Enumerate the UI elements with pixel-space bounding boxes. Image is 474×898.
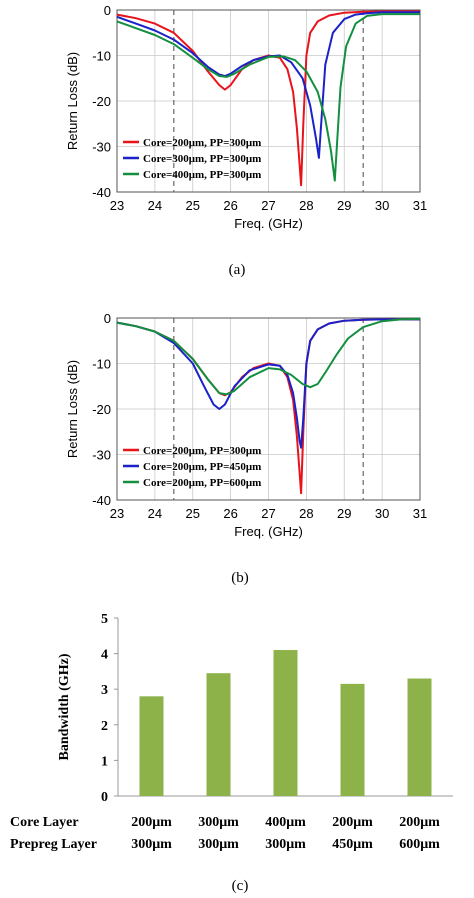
x-tick-label: 23	[110, 198, 124, 213]
legend-label-2: Core=300μm, PP=300μm	[143, 153, 261, 165]
y-tick-label: -10	[92, 49, 111, 64]
x-axis-title: Freq. (GHz)	[234, 216, 303, 231]
series-line-3	[116, 13, 420, 182]
return-loss-chart-a: 23 24 25 26 27 28 29 30 31 0 -10 -20 -30 -40 Freq. (GH…	[65, 3, 427, 278]
y-axis-title: Bandwidth (GHz)	[57, 653, 72, 760]
category-prepreg-label: 300μm	[131, 837, 172, 852]
y-tick-label: -10	[92, 357, 111, 372]
y-tick-label: 4	[101, 648, 108, 663]
caption-a: (a)	[229, 262, 246, 278]
y-tick-label: -20	[92, 94, 111, 109]
series-line-3	[116, 317, 421, 396]
x-tick-label: 27	[261, 506, 275, 521]
caption-c: (c)	[232, 878, 249, 894]
y-tick-label: -40	[92, 185, 111, 200]
x-tick-label: 26	[223, 506, 237, 521]
return-loss-chart-b: 23 24 25 26 27 28 29 30 31 0 -10 -20 -30 -40 Freq. (GH…	[65, 311, 427, 586]
caption-b: (b)	[231, 570, 249, 586]
chart-a-layer: 23 24 25 26 27 28 29 30 31 0 -10 -20 -30 -40 Freq. (GH…	[65, 3, 427, 231]
category-prepreg-label: 300μm	[198, 837, 239, 852]
category-prepreg-label: 450μm	[332, 837, 373, 852]
y-tick-label: 5	[101, 612, 108, 627]
row-label-core: Core Layer	[10, 815, 79, 830]
bar-2	[206, 673, 231, 796]
y-tick-label: 1	[101, 754, 108, 769]
category-core-label: 400μm	[265, 815, 306, 830]
x-tick-label: 24	[148, 198, 162, 213]
category-core-label: 200μm	[131, 815, 172, 830]
y-axis-title: Return Loss (dB)	[65, 52, 80, 150]
y-tick-label: 0	[104, 311, 111, 326]
x-tick-label: 24	[148, 506, 162, 521]
y-tick-label: -20	[92, 402, 111, 417]
x-tick-label: 25	[186, 506, 200, 521]
y-tick-label: 2	[101, 719, 108, 734]
legend-label-1: Core=200μm, PP=300μm	[143, 137, 261, 149]
y-axis-title: Return Loss (dB)	[65, 360, 80, 458]
x-tick-label: 31	[413, 506, 427, 521]
bar-3	[273, 650, 298, 796]
category-prepreg-label: 300μm	[265, 837, 306, 852]
x-tick-label: 28	[299, 506, 313, 521]
series-line-2	[116, 318, 420, 449]
chart-b-layer: 23 24 25 26 27 28 29 30 31 0 -10 -20 -30 -40 Freq. (GH…	[65, 311, 427, 539]
bar-4	[340, 683, 365, 796]
x-tick-label: 25	[186, 198, 200, 213]
x-tick-label: 29	[337, 198, 351, 213]
x-tick-label: 30	[375, 506, 389, 521]
bandwidth-bar-chart: 0 1 2 3 4 5 Bandwidth (GHz) 200μm 300μm 300μm 300μ…	[10, 612, 453, 894]
y-tick-label: -30	[92, 448, 111, 463]
y-tick-label: 0	[104, 3, 111, 18]
x-tick-label: 23	[110, 506, 124, 521]
category-core-label: 200μm	[399, 815, 440, 830]
x-tick-label: 26	[223, 198, 237, 213]
x-tick-label: 27	[261, 198, 275, 213]
x-tick-label: 30	[375, 198, 389, 213]
series-line-2	[116, 11, 420, 159]
category-core-label: 200μm	[332, 815, 373, 830]
x-tick-label: 29	[337, 506, 351, 521]
category-prepreg-label: 600μm	[399, 837, 440, 852]
row-label-prepreg: Prepreg Layer	[10, 837, 97, 852]
bar-5	[407, 678, 432, 796]
y-tick-label: 0	[101, 790, 108, 805]
legend-label-1: Core=200μm, PP=300μm	[143, 445, 261, 457]
x-tick-label: 28	[299, 198, 313, 213]
y-tick-label: 3	[101, 683, 108, 698]
category-core-label: 300μm	[198, 815, 239, 830]
plot-frame	[116, 317, 421, 501]
y-tick-label: -30	[92, 140, 111, 155]
legend-label-2: Core=200μm, PP=450μm	[143, 461, 261, 473]
y-tick-label: -40	[92, 493, 111, 508]
x-tick-label: 31	[413, 198, 427, 213]
x-axis-title: Freq. (GHz)	[234, 524, 303, 539]
chart-c-layer: 0 1 2 3 4 5 Bandwidth (GHz) 200μm 300μm 300μm 300μ…	[10, 612, 453, 852]
legend-label-3: Core=400μm, PP=300μm	[143, 169, 261, 181]
bar-1	[139, 696, 164, 796]
plot-frame	[116, 9, 421, 193]
legend-label-3: Core=200μm, PP=600μm	[143, 477, 261, 489]
